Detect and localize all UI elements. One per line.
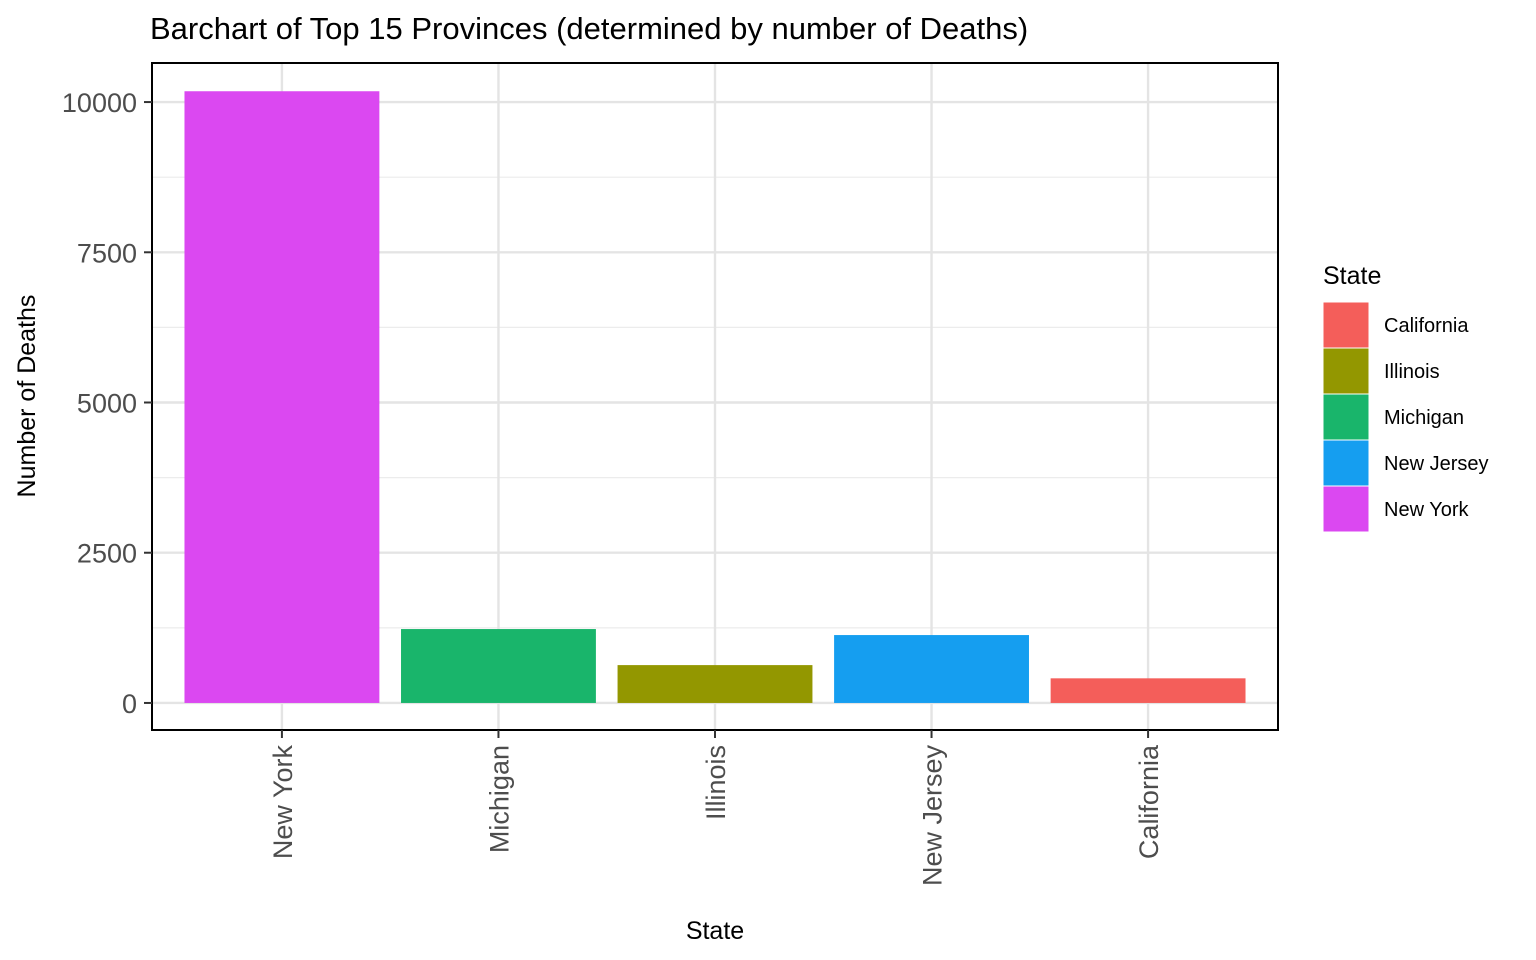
y-tick-label: 7500 <box>77 238 137 268</box>
x-tick-label: New York <box>268 745 298 860</box>
y-tick-label: 10000 <box>62 88 137 118</box>
x-axis-title: State <box>686 917 744 945</box>
legend-key <box>1322 301 1370 349</box>
y-tick-label: 0 <box>122 689 137 719</box>
chart-title: Barchart of Top 15 Provinces (determined… <box>150 11 1028 46</box>
legend: State California Illinois Michigan New Jers… <box>1322 262 1488 533</box>
legend-label: New York <box>1384 499 1469 521</box>
x-tick-label: California <box>1134 744 1164 859</box>
legend-key <box>1322 393 1370 441</box>
y-tick-label: 5000 <box>77 389 137 419</box>
bar-illinois <box>617 665 813 703</box>
bar-layer <box>184 91 1246 703</box>
legend-label: California <box>1384 315 1469 337</box>
bar-california <box>1050 678 1246 703</box>
y-axis-title: Number of Deaths <box>13 295 41 498</box>
legend-label: Michigan <box>1384 407 1464 429</box>
bar-new-jersey <box>834 635 1029 703</box>
legend-key <box>1322 347 1370 395</box>
x-tick-label: Illinois <box>701 745 731 820</box>
legend-label: New Jersey <box>1384 453 1488 475</box>
legend-label: Illinois <box>1384 361 1440 383</box>
bar-michigan <box>401 629 596 703</box>
legend-title: State <box>1323 262 1381 290</box>
x-axis: New York Michigan Illinois New Jersey Califo… <box>268 730 1164 886</box>
x-tick-label: Michigan <box>484 745 514 853</box>
y-axis: 0 2500 5000 7500 10000 <box>62 88 152 719</box>
legend-key <box>1322 439 1370 487</box>
y-tick-label: 2500 <box>77 539 137 569</box>
bar-new-york <box>184 91 380 703</box>
legend-key <box>1322 485 1370 533</box>
x-tick-label: New Jersey <box>918 745 948 887</box>
